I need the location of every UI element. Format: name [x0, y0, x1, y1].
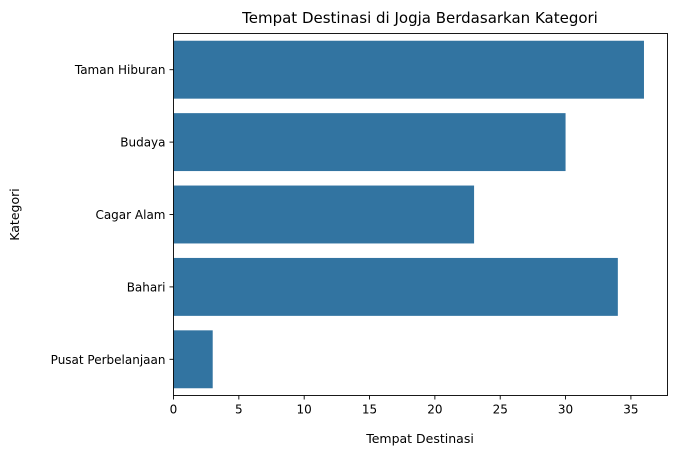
- x-tick-label: 35: [623, 403, 638, 417]
- x-axis-label: Tempat Destinasi: [365, 431, 474, 446]
- y-tick-label: Budaya: [120, 136, 165, 150]
- x-tick-label: 20: [427, 403, 442, 417]
- x-tick-label: 10: [297, 403, 312, 417]
- y-axis-label: Kategori: [7, 188, 22, 240]
- bar-bahari: [173, 257, 618, 316]
- bar-taman-hiburan: [173, 40, 644, 99]
- y-axis-ticks: Taman Hiburan Budaya Cagar Alam Bahari Pusat…: [51, 63, 174, 367]
- bars-group: [173, 40, 644, 389]
- bar-budaya: [173, 113, 566, 172]
- plot-frame: [173, 33, 668, 396]
- y-tick-label: Bahari: [127, 280, 166, 294]
- x-tick-label: 5: [235, 403, 243, 417]
- x-tick-label: 25: [493, 403, 508, 417]
- bar-pusat-perbelanjaan: [173, 330, 213, 389]
- x-tick-label: 0: [170, 403, 178, 417]
- x-tick-label: 15: [362, 403, 377, 417]
- y-tick-label: Taman Hiburan: [74, 63, 166, 77]
- y-tick-label: Cagar Alam: [95, 208, 165, 222]
- x-tick-label: 30: [558, 403, 573, 417]
- y-tick-label: Pusat Perbelanjaan: [51, 353, 166, 367]
- bar-cagar-alam: [173, 185, 475, 244]
- chart-title: Tempat Destinasi di Jogja Berdasarkan Ka…: [241, 9, 598, 27]
- x-axis-ticks: 0 5 10 15 20 25 30 35: [170, 395, 639, 417]
